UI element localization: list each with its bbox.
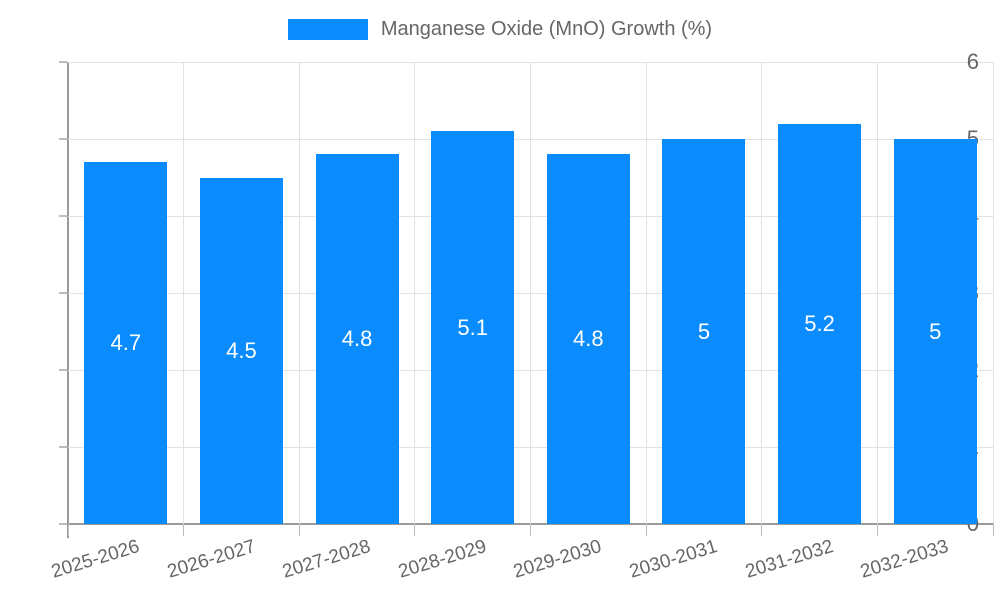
bar[interactable] <box>315 154 399 524</box>
v-gridline <box>992 62 994 524</box>
v-gridline <box>183 62 185 524</box>
bar-value-label: 5.1 <box>457 314 488 340</box>
y-tick-mark <box>59 138 67 140</box>
x-tick-label: 2031-2032 <box>742 536 836 583</box>
v-gridline <box>645 62 647 524</box>
x-tick-mark <box>298 524 300 536</box>
bar[interactable] <box>84 162 168 524</box>
y-tick-mark <box>59 369 67 371</box>
x-tick-mark <box>414 524 416 536</box>
bar-value-label: 5.2 <box>804 310 835 336</box>
x-tick-label: 2026-2027 <box>164 536 258 583</box>
y-tick-mark <box>59 523 67 525</box>
x-tick-label: 2030-2031 <box>627 536 721 583</box>
bar[interactable] <box>546 154 630 524</box>
bar-value-label: 4.8 <box>341 326 373 352</box>
x-tick-mark <box>992 524 994 536</box>
bar[interactable] <box>778 123 862 524</box>
bar-value-label: 4.8 <box>573 326 604 352</box>
bar-value-label: 4.5 <box>226 337 257 363</box>
x-tick-label: 2029-2030 <box>511 536 605 583</box>
v-gridline <box>761 62 763 524</box>
x-tick-label: 2028-2029 <box>395 536 489 583</box>
y-tick-label: 6 <box>966 49 979 74</box>
y-tick-mark <box>59 215 67 217</box>
bar[interactable] <box>199 177 283 524</box>
plot-area: 01234564.72025-20264.52026-20274.82027-2… <box>49 51 994 583</box>
y-tick-mark <box>59 292 67 294</box>
x-tick-mark <box>67 524 69 536</box>
bar-value-label: 5 <box>929 318 942 344</box>
bar[interactable] <box>662 139 746 524</box>
legend-label: Manganese Oxide (MnO) Growth (%) <box>380 18 713 40</box>
bar[interactable] <box>431 131 515 524</box>
v-gridline <box>876 62 878 524</box>
y-tick-mark <box>59 446 67 448</box>
bar[interactable] <box>893 139 977 524</box>
v-gridline <box>530 62 531 524</box>
chart-legend[interactable]: Manganese Oxide (MnO) Growth (%) <box>0 18 1000 41</box>
x-tick-mark <box>876 524 878 536</box>
x-tick-mark <box>761 524 763 536</box>
x-tick-mark <box>183 524 185 536</box>
x-tick-label: 2032-2033 <box>858 536 952 583</box>
v-gridline <box>298 62 300 524</box>
y-tick-mark <box>59 61 67 63</box>
bar-value-label: 4.7 <box>110 330 142 356</box>
x-tick-mark <box>530 524 531 536</box>
x-tick-mark <box>645 524 647 536</box>
v-gridline <box>414 62 416 524</box>
y-axis-line <box>67 62 69 538</box>
legend-swatch <box>287 19 368 40</box>
bar-value-label: 5 <box>697 318 711 344</box>
x-tick-label: 2025-2026 <box>48 536 142 583</box>
x-tick-label: 2027-2028 <box>280 536 374 583</box>
